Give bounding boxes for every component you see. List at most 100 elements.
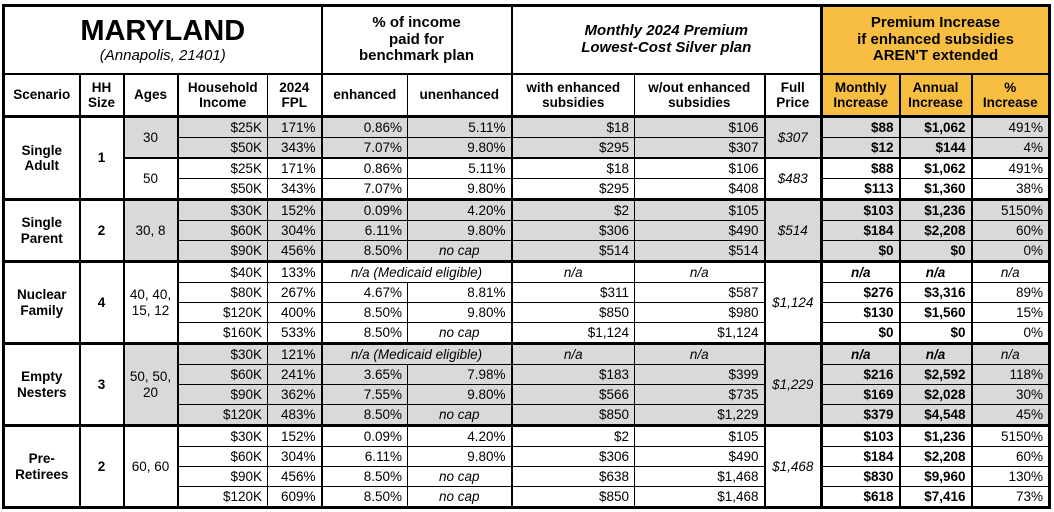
unenhanced-pct-cell: 7.98% <box>407 364 513 385</box>
premium-with-subsidies-cell: $183 <box>511 364 635 385</box>
table-row: $120K 400% 8.50% 9.80% $850 $980 $130 $1,560 15% <box>4 302 1050 323</box>
annual-increase-cell: $2,592 <box>899 364 973 385</box>
annual-increase-cell: $144 <box>899 137 973 158</box>
fpl-cell: 304% <box>267 220 323 241</box>
enhanced-pct-cell: 8.50% <box>321 240 408 262</box>
full-price-cell: $514 <box>764 198 823 262</box>
annual-increase-cell: $7,416 <box>899 486 973 508</box>
income-cell: $30K <box>177 342 268 365</box>
premium-without-subsidies-cell: $106 <box>634 115 766 138</box>
col-header-scenario: Scenario <box>3 74 81 118</box>
table-row: $80K 267% 4.67% 8.81% $311 $587 $276 $3,316 89% <box>4 282 1050 303</box>
annual-increase-cell: $2,208 <box>899 446 973 467</box>
unenhanced-pct-cell: 9.80% <box>407 220 513 241</box>
table-row: $90K 362% 7.55% 9.80% $566 $735 $169 $2,028 30% <box>4 384 1050 405</box>
hh-size-cell: 1 <box>79 115 125 200</box>
col-header-wout-enhanced-subsidies: w/out enhanced subsidies <box>634 74 766 118</box>
monthly-increase-cell: $12 <box>821 137 901 158</box>
enhanced-pct-cell: 3.65% <box>321 364 408 385</box>
monthly-increase-cell: $113 <box>821 178 901 200</box>
annual-increase-cell: $1,062 <box>899 115 973 138</box>
fpl-cell: 133% <box>267 260 323 283</box>
col-header-ages: Ages <box>123 74 179 118</box>
premium-with-subsidies-cell: $850 <box>511 302 635 323</box>
scenario-cell: Single Adult <box>3 115 81 200</box>
pct-increase-cell: 491% <box>971 157 1050 179</box>
premium-with-subsidies-cell: $566 <box>511 384 635 405</box>
premium-without-subsidies-cell: $105 <box>634 424 766 447</box>
table-row: $60K 241% 3.65% 7.98% $183 $399 $216 $2,592 118% <box>4 364 1050 385</box>
fpl-cell: 152% <box>267 424 323 447</box>
pct-increase-cell: 45% <box>971 404 1050 426</box>
income-cell: $30K <box>177 198 268 221</box>
monthly-increase-cell: $618 <box>821 486 901 508</box>
income-cell: $90K <box>177 466 268 487</box>
premium-with-subsidies-cell: $850 <box>511 404 635 426</box>
monthly-increase-cell: $103 <box>821 424 901 447</box>
unenhanced-pct-cell: 5.11% <box>407 115 513 138</box>
pct-increase-cell: 491% <box>971 115 1050 138</box>
pct-increase-cell: 118% <box>971 364 1050 385</box>
enhanced-pct-cell: 0.09% <box>321 424 408 447</box>
full-price-cell: $1,229 <box>764 342 823 426</box>
table-row: Nuclear Family 4 40, 40, 15, 12 $40K 133% n/a… <box>3 260 1050 344</box>
hh-size-cell: 2 <box>79 198 125 262</box>
premium-without-subsidies-cell: $1,124 <box>634 322 766 344</box>
annual-increase-cell: $2,208 <box>899 220 973 241</box>
pct-increase-cell: 5150% <box>971 424 1050 447</box>
enhanced-pct-cell: 7.07% <box>321 178 408 200</box>
premium-without-subsidies-cell: $1,229 <box>634 404 766 426</box>
premium-with-subsidies-cell: $638 <box>511 466 635 487</box>
unenhanced-pct-cell: no cap <box>407 322 513 344</box>
pct-increase-cell: 60% <box>971 220 1050 241</box>
ages-cell: 30 <box>123 115 179 158</box>
premium-with-subsidies-cell: $295 <box>511 178 635 200</box>
unenhanced-pct-cell: 8.81% <box>407 282 513 303</box>
monthly-increase-cell: $184 <box>821 446 901 467</box>
pct-increase-cell: 5150% <box>971 198 1050 221</box>
premium-without-subsidies-cell: n/a <box>634 260 766 283</box>
ages-cell: 50 <box>123 157 179 200</box>
fpl-cell: 483% <box>267 404 323 426</box>
income-cell: $120K <box>177 404 268 426</box>
col-header-household-income: Household Income <box>177 74 268 118</box>
premium-without-subsidies-cell: $735 <box>634 384 766 405</box>
scenario-cell: Nuclear Family <box>3 260 81 344</box>
income-cell: $50K <box>177 178 268 200</box>
scenario-cell: Empty Nesters <box>3 342 81 426</box>
table-row: Empty Nesters 3 50, 50, 20 $30K 121% n/a (Med… <box>3 342 1050 426</box>
table-row: $60K 304% 6.11% 9.80% $306 $490 $184 $2,208 60% <box>4 446 1050 467</box>
monthly-increase-cell: $0 <box>821 322 901 344</box>
fpl-cell: 171% <box>267 115 323 138</box>
pct-increase-cell: 130% <box>971 466 1050 487</box>
monthly-increase-cell: n/a <box>821 260 901 283</box>
table-row: $160K 533% 8.50% no cap $1,124 $1,124 $0 $0 0% <box>4 322 1050 344</box>
benchmark-group-header: % of income paid for benchmark plan <box>321 5 513 75</box>
annual-increase-cell: $1,236 <box>899 424 973 447</box>
annual-increase-cell: $1,560 <box>899 302 973 323</box>
fpl-cell: 267% <box>267 282 323 303</box>
table-row: $120K 609% 8.50% no cap $850 $1,468 $618 $7,416… <box>4 486 1050 508</box>
premium-with-subsidies-cell: $514 <box>511 240 635 262</box>
full-price-cell: $483 <box>764 157 823 200</box>
table-row: Pre- Retirees 2 60, 60 $30K 152% 0.09% 4.20% $2… <box>3 424 1050 508</box>
pct-increase-cell: 60% <box>971 446 1050 467</box>
unenhanced-pct-cell: 5.11% <box>407 157 513 179</box>
monthly-increase-cell: $0 <box>821 240 901 262</box>
unenhanced-pct-cell: no cap <box>407 240 513 262</box>
annual-increase-cell: n/a <box>899 342 973 365</box>
annual-increase-cell: $9,960 <box>899 466 973 487</box>
income-cell: $90K <box>177 240 268 262</box>
pct-increase-cell: 4% <box>971 137 1050 158</box>
premium-without-subsidies-cell: $106 <box>634 157 766 179</box>
income-cell: $30K <box>177 424 268 447</box>
scenario-cell: Pre- Retirees <box>3 424 81 508</box>
enhanced-pct-cell: 8.50% <box>321 404 408 426</box>
enhanced-pct-cell: 7.55% <box>321 384 408 405</box>
premium-with-subsidies-cell: n/a <box>511 342 635 365</box>
enhanced-pct-cell: 8.50% <box>321 486 408 508</box>
state-header: MARYLAND (Annapolis, 21401) <box>3 5 323 75</box>
unenhanced-pct-cell: 9.80% <box>407 178 513 200</box>
monthly-increase-cell: $276 <box>821 282 901 303</box>
